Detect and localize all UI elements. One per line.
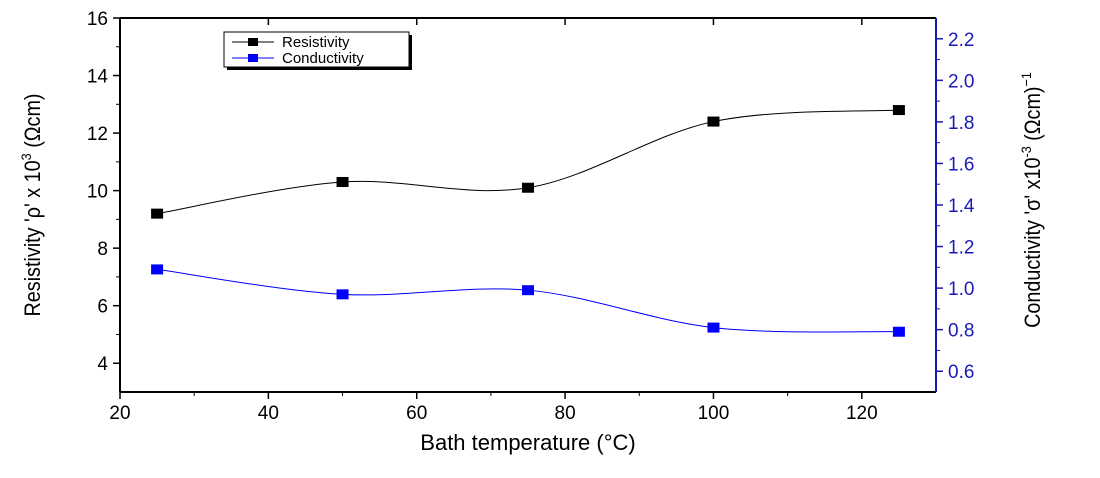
legend-resistivity-label: Resistivity [282,34,350,51]
right-y-tick-label: 1.6 [948,154,974,175]
left-axis-title-exp: 3 [18,153,34,160]
x-axis-title: Bath temperature (°C) [420,430,635,455]
right-axis-title: Conductivity 'σ' x10-3 (Ωcm)−1 [1018,72,1045,328]
right-axis-title-main: Conductivity 'σ' x10 [1021,157,1045,327]
right-y-tick-label: 0.6 [948,362,974,383]
resistivity-point-4 [707,116,720,127]
left-axis-title-unit: (Ωcm) [21,93,45,153]
left-y-tick-label: 16 [87,9,108,30]
left-y-tick-label: 4 [97,354,108,375]
right-y-tick-label: 1.4 [948,196,975,217]
left-y-tick-label: 10 [87,182,108,203]
right-axis-title-unit: (Ωcm) [1021,86,1045,146]
x-tick-label: 100 [698,403,730,424]
right-axis-title-exp2: −1 [1018,72,1034,86]
x-tick-label: 80 [555,403,576,424]
conductivity-point-4 [707,322,720,333]
legend-resistivity-marker [248,38,258,46]
resistivity-point-1 [151,208,164,219]
legend-conductivity-label: Conductivity [282,50,364,67]
x-tick-label: 40 [258,403,279,424]
right-y-tick-label: 0.8 [948,321,974,342]
right-y-tick-label: 2.0 [948,71,974,92]
left-axis-title-main: Resistivity 'ρ' x 10 [21,160,45,316]
x-tick-label: 120 [846,403,878,424]
conductivity-line [157,268,899,333]
resistivity-line [157,109,899,215]
right-y-tick-label: 1.8 [948,113,974,134]
left-y-tick-label: 8 [97,239,108,260]
left-y-tick-label: 14 [87,67,109,88]
right-y-tick-label: 1.0 [948,279,974,300]
left-y-tick-label: 12 [87,124,108,145]
resistivity-point-5 [892,105,905,116]
conductivity-point-5 [892,326,905,337]
right-axis-title-exp: -3 [1018,146,1034,157]
x-tick-label: 20 [109,403,130,424]
resistivity-point-3 [522,182,534,193]
conductivity-point-3 [522,285,534,296]
conductivity-point-1 [151,264,164,275]
right-y-tick-label: 1.2 [948,238,974,259]
legend-conductivity-marker [248,54,258,62]
left-y-tick-label: 6 [97,297,108,318]
conductivity-point-2 [336,289,349,300]
right-y-tick-label: 2.2 [948,30,974,51]
left-axis-title: Resistivity 'ρ' x 103 (Ωcm) [18,93,45,316]
resistivity-point-2 [336,176,349,187]
x-tick-label: 60 [406,403,427,424]
